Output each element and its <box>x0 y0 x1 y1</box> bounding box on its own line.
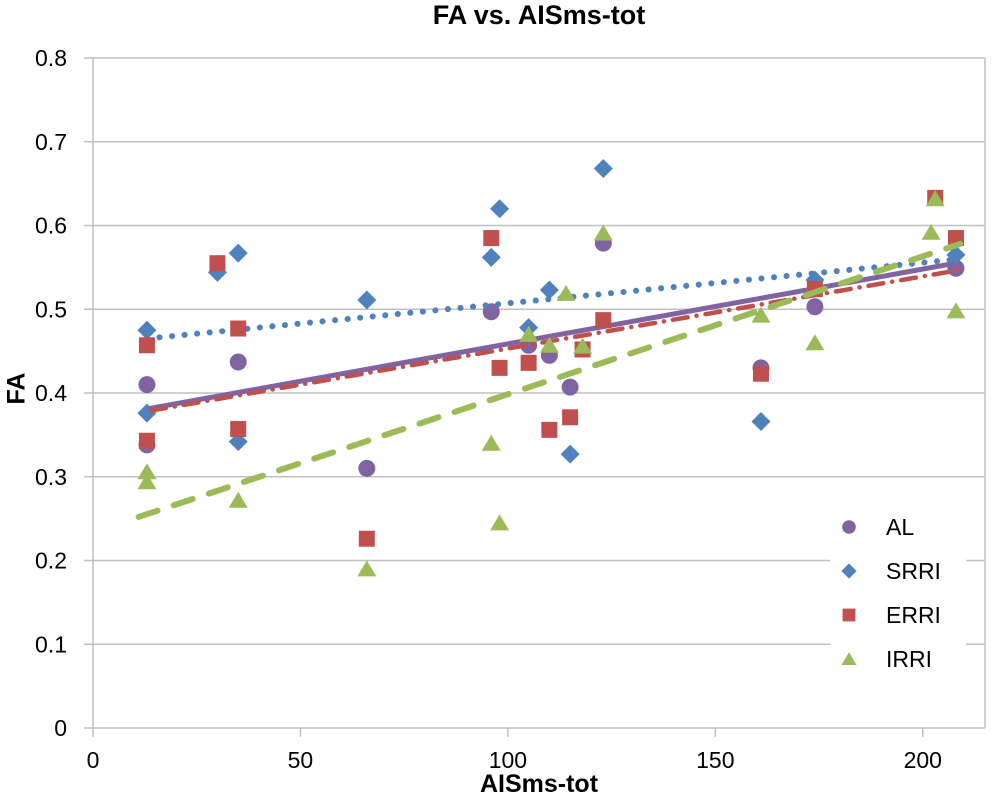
y-tick-label: 0.2 <box>35 548 67 574</box>
data-point-AL <box>138 376 156 394</box>
data-point-ERRI <box>562 409 579 426</box>
y-tick-label: 0.6 <box>35 213 67 239</box>
data-point-IRRI <box>539 336 559 353</box>
data-point-IRRI <box>481 434 501 451</box>
legend-label: AL <box>886 514 914 540</box>
data-point-ERRI <box>483 230 500 247</box>
data-point-IRRI <box>751 306 771 323</box>
y-tick-label: 0 <box>54 715 67 741</box>
data-point-IRRI <box>228 491 248 508</box>
data-point-SRRI <box>560 444 580 464</box>
y-tick-label: 0.4 <box>35 380 67 406</box>
legend-background <box>830 506 966 684</box>
data-point-IRRI <box>137 473 157 490</box>
data-point-SRRI <box>539 280 559 300</box>
data-point-IRRI <box>925 190 945 207</box>
data-point-ERRI <box>595 312 612 329</box>
data-point-SRRI <box>593 159 613 179</box>
chart-title: FA vs. AISms-tot <box>432 0 646 30</box>
data-point-SRRI <box>228 243 248 263</box>
legend-label: SRRI <box>886 558 941 584</box>
data-point-IRRI <box>593 224 613 241</box>
data-point-ERRI <box>752 365 769 382</box>
data-point-SRRI <box>137 320 157 340</box>
data-point-IRRI <box>805 334 825 351</box>
legend-marker-IRRI <box>841 652 857 665</box>
data-point-IRRI <box>137 463 157 480</box>
data-point-SRRI <box>751 411 771 431</box>
data-point-SRRI <box>357 290 377 310</box>
data-point-AL <box>806 298 824 316</box>
y-tick-label: 0.7 <box>35 129 67 155</box>
x-tick-label: 100 <box>489 747 527 773</box>
data-point-ERRI <box>209 255 226 272</box>
trendline-ERRI <box>148 267 963 413</box>
data-point-IRRI <box>946 302 966 319</box>
data-point-ERRI <box>230 421 247 438</box>
y-axis-title: FA <box>2 372 31 405</box>
y-tick-label: 0.3 <box>35 464 67 490</box>
x-tick-label: 200 <box>904 747 942 773</box>
data-point-ERRI <box>230 320 247 337</box>
x-tick-label: 50 <box>288 747 314 773</box>
data-point-ERRI <box>138 337 155 354</box>
data-point-IRRI <box>921 223 941 240</box>
trendline-SRRI <box>143 256 955 342</box>
data-point-ERRI <box>491 359 508 376</box>
data-point-AL <box>561 378 579 396</box>
data-point-ERRI <box>541 421 558 438</box>
data-point-AL <box>229 353 247 371</box>
data-point-ERRI <box>520 354 537 371</box>
data-point-IRRI <box>519 325 539 342</box>
legend-marker-AL <box>842 520 856 534</box>
data-point-ERRI <box>358 530 375 547</box>
legend-marker-SRRI <box>841 563 857 579</box>
data-point-IRRI <box>357 560 377 577</box>
data-point-IRRI <box>556 284 576 301</box>
trendline-IRRI <box>135 240 964 520</box>
data-point-IRRI <box>490 514 510 531</box>
y-tick-label: 0.8 <box>35 45 67 71</box>
legend-label: IRRI <box>886 646 932 672</box>
legend-marker-ERRI <box>842 608 856 622</box>
y-tick-label: 0.5 <box>35 296 67 322</box>
data-point-AL <box>358 459 376 477</box>
data-point-SRRI <box>490 199 510 219</box>
x-tick-label: 150 <box>696 747 734 773</box>
x-axis-title: AISms-tot <box>479 770 599 798</box>
x-tick-label: 0 <box>87 747 100 773</box>
y-tick-label: 0.1 <box>35 631 67 657</box>
data-point-ERRI <box>138 432 155 449</box>
legend-label: ERRI <box>886 602 941 628</box>
data-point-SRRI <box>481 247 501 267</box>
data-point-IRRI <box>573 337 593 354</box>
